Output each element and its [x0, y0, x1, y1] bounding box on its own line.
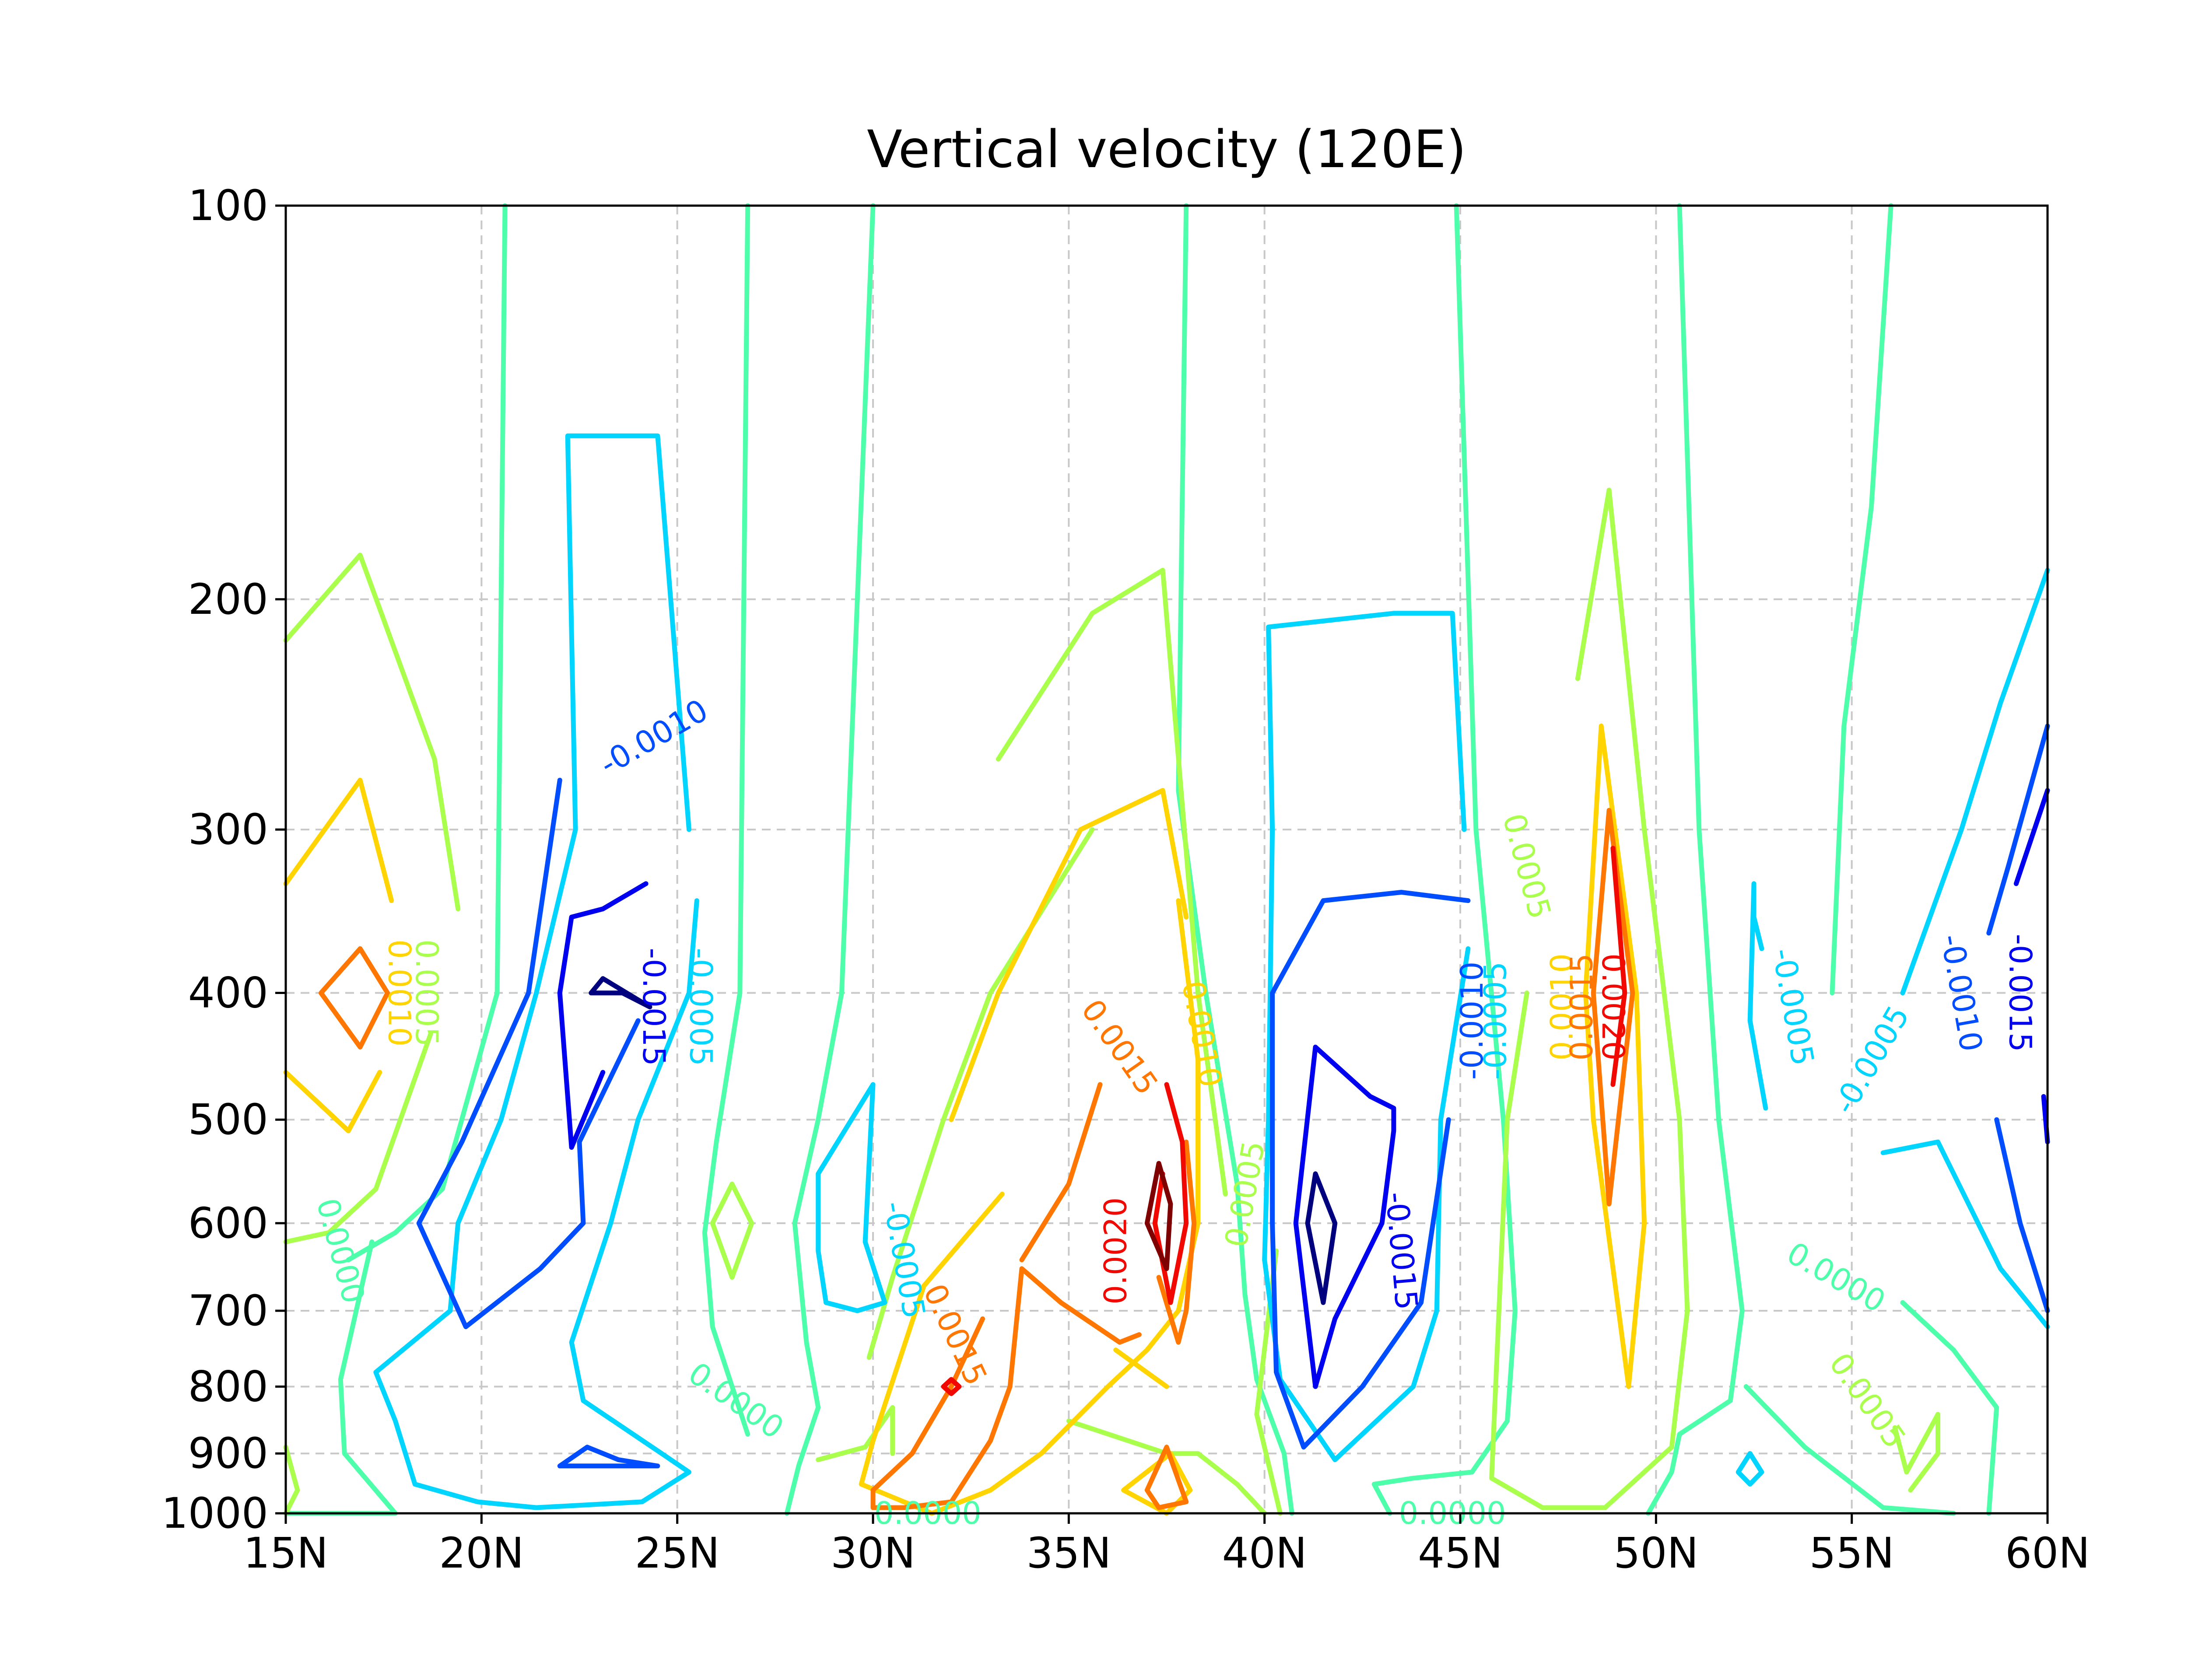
contour-line — [1262, 611, 1471, 1463]
contour-line — [1305, 1171, 1338, 1305]
contour-line — [1610, 846, 1627, 1087]
contour-line — [283, 1445, 300, 1516]
contour-label: -0.0010 — [1454, 962, 1490, 1080]
contour-line — [870, 1266, 1142, 1510]
contour-line — [283, 1031, 433, 1244]
contour-lines — [283, 203, 2050, 1516]
contour-line — [1371, 203, 1518, 1516]
contour-line — [784, 203, 876, 1516]
contour-line — [1270, 889, 1471, 1450]
contour-line — [283, 1070, 382, 1134]
contour-line — [1900, 567, 2050, 996]
contour-line — [1489, 487, 1690, 1510]
contour-line — [870, 1191, 1005, 1443]
x-tick-label: 25N — [635, 1529, 720, 1578]
contour-label: -0.0005 — [683, 948, 719, 1066]
chart-title: Vertical velocity (120E) — [867, 119, 1466, 179]
contour-line — [1645, 203, 1745, 1516]
y-tick-label: 500 — [188, 1095, 268, 1144]
contour-label: 0.0020 — [1595, 953, 1631, 1060]
contour-line — [710, 1181, 754, 1280]
contour-line — [1113, 1348, 1169, 1389]
contour-line — [1591, 808, 1635, 1207]
contour-line — [557, 1445, 660, 1469]
contour-line — [283, 553, 461, 911]
contour-label: 0.0010 — [382, 939, 417, 1046]
y-tick-label: 300 — [188, 805, 268, 854]
contour-line — [319, 946, 390, 1050]
x-tick-label: 35N — [1026, 1529, 1111, 1578]
contour-line — [996, 567, 1228, 1197]
contour-line — [373, 433, 699, 1510]
contour-label: 0.0015 — [1564, 953, 1599, 1060]
x-tick-label: 20N — [439, 1529, 524, 1578]
contour-line — [1066, 1418, 1267, 1516]
contour-line — [589, 976, 652, 1010]
contour-line — [1880, 1139, 2050, 1330]
x-tick-label: 15N — [243, 1529, 328, 1578]
contour-label: 0.0020 — [1098, 1197, 1134, 1305]
y-tick-label: 600 — [188, 1199, 268, 1248]
contour-label: 0.0010 — [1544, 953, 1580, 1060]
y-tick-label: 1000 — [161, 1489, 268, 1538]
y-axis: 100 200 300 400 500 600 700 800 900 1000 — [161, 181, 286, 1538]
y-tick-label: 900 — [188, 1429, 268, 1478]
x-tick-label: 45N — [1418, 1529, 1503, 1578]
contour-label: -0.0015 — [636, 948, 672, 1066]
contour-line — [1156, 1139, 1197, 1345]
contour-line — [949, 788, 1189, 1122]
contour-line — [1144, 1445, 1189, 1510]
x-tick-label: 30N — [831, 1529, 915, 1578]
contour-line — [1743, 1384, 1956, 1516]
contour-label: 0.0005 — [409, 939, 445, 1046]
contour-line — [1293, 1044, 1396, 1389]
x-tick-label: 55N — [1809, 1529, 1894, 1578]
contour-line — [1747, 881, 1768, 1111]
contour-line — [1830, 203, 1893, 996]
y-tick-label: 100 — [188, 181, 268, 230]
contour-line — [941, 1377, 962, 1396]
contour-line — [816, 1082, 887, 1313]
y-tick-label: 200 — [188, 575, 268, 624]
contour-line — [2013, 788, 2050, 886]
x-tick-label: 60N — [2005, 1529, 2090, 1578]
contour-line — [1736, 1451, 1764, 1487]
contour-line — [1152, 1082, 1189, 1305]
contour-line — [859, 898, 1201, 1516]
contour-line — [416, 777, 641, 1330]
contour-line — [1583, 723, 1647, 1389]
contour-line — [557, 881, 649, 1150]
axes-frame — [284, 204, 2049, 1515]
contour-line — [1019, 1082, 1103, 1263]
contour-label: -0.0005 — [1477, 962, 1513, 1080]
x-tick-label: 50N — [1613, 1529, 1698, 1578]
contour-label: -0.0015 — [2002, 934, 2038, 1052]
contour-line — [1892, 1412, 1940, 1493]
contour-line — [1994, 1117, 2050, 1313]
contour-line — [1900, 1300, 1999, 1516]
x-tick-label: 40N — [1222, 1529, 1307, 1578]
contour-line — [702, 203, 750, 1437]
contour-line — [346, 203, 508, 1263]
contour-line — [283, 777, 394, 903]
y-tick-label: 800 — [188, 1362, 268, 1411]
y-tick-label: 700 — [188, 1286, 268, 1335]
contour-line — [1144, 1161, 1173, 1271]
contour-line — [1986, 723, 2050, 936]
y-tick-label: 400 — [188, 969, 268, 1018]
x-axis: 15N 20N 25N 30N 35N 40N 45N 50N 55N 60N — [243, 1513, 2090, 1578]
